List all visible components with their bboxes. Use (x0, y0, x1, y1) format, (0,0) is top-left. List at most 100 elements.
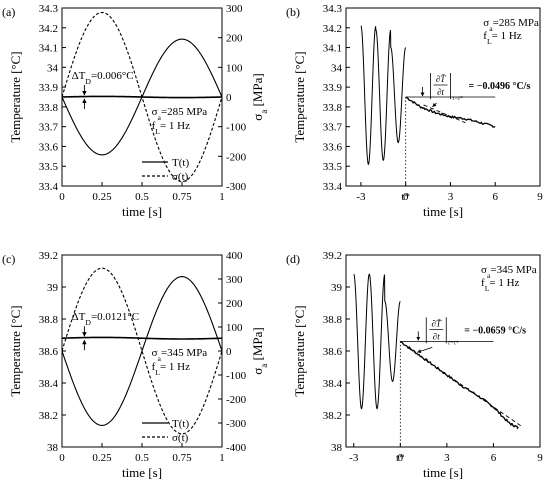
x-tick-label: 0.75 (172, 452, 192, 464)
freq-annotation: fL= 1 Hz (483, 30, 522, 46)
slope-denominator: ∂t (433, 331, 440, 341)
delta-t-annotation: ΔTD=0.0121°C (72, 311, 140, 327)
y-tick-label: 34 (47, 62, 59, 74)
y-tick-label: 33.5 (39, 161, 59, 173)
y2-axis-label: σa [MPa] (250, 73, 269, 121)
panel-label: (a) (2, 5, 15, 19)
y2-tick-label: 0 (226, 92, 232, 104)
y-tick-label: 33.9 (39, 82, 59, 94)
y2-tick-label: -100 (226, 122, 247, 134)
y-tick-label: 34.2 (39, 23, 58, 35)
x-tick-label: 0 (403, 191, 409, 203)
temperature-line (61, 95, 223, 99)
y-tick-label: 33.7 (39, 122, 59, 134)
y-axis-label: Temperature [°C] (292, 305, 307, 396)
slope-evaluation: t=t* (448, 340, 458, 346)
slope-evaluation: t=t* (453, 96, 463, 102)
y-tick-label: 39.2 (39, 250, 58, 262)
slope-arrow (432, 102, 437, 108)
x-tick-label: 0 (59, 191, 65, 203)
x-tick-label: 6 (492, 191, 498, 203)
x-tick-label: 0.5 (135, 191, 149, 203)
y-tick-label: 33.4 (323, 181, 343, 193)
y2-tick-label: -200 (226, 151, 247, 163)
y-tick-label: 34.3 (39, 3, 59, 15)
y-tick-label: 38.4 (39, 378, 59, 390)
slope-numerator: ∂T̄ (436, 74, 446, 84)
y-tick-label: 33.5 (323, 161, 343, 173)
oscillation-curve (360, 25, 407, 166)
y2-tick-label: -300 (226, 181, 247, 193)
panel-label: (d) (286, 252, 300, 266)
panel-label: (c) (2, 252, 15, 266)
temperature-response-curve (61, 350, 143, 426)
decay-curve (405, 96, 496, 128)
y-tick-label: 33.4 (39, 181, 59, 193)
y-tick-label: 33.8 (39, 102, 59, 114)
x-tick-label: 0.5 (135, 452, 149, 464)
temperature-response-curve (61, 96, 143, 156)
y2-tick-label: 100 (226, 62, 243, 74)
legend-label: σ(t) (172, 171, 189, 183)
x-tick-label: 0.25 (92, 191, 112, 203)
y-tick-label: 33.7 (323, 122, 343, 134)
stress-curve (61, 267, 223, 435)
slope-bracket (425, 317, 447, 344)
y-tick-label: 39 (47, 282, 59, 294)
y-tick-label: 39 (331, 282, 343, 294)
x-axis-label: time [s] (122, 465, 162, 480)
tangent-line (407, 347, 522, 427)
y-tick-label: 38.4 (323, 378, 343, 390)
y2-tick-label: 400 (226, 250, 243, 262)
y2-tick-label: 200 (226, 33, 243, 45)
y2-tick-label: -200 (226, 394, 247, 406)
y-tick-label: 34.1 (323, 43, 342, 55)
x-tick-label: 0 (398, 452, 404, 464)
y-tick-label: 38.6 (323, 346, 343, 358)
y-tick-label: 33.6 (323, 141, 343, 153)
y-tick-label: 39.2 (323, 250, 342, 262)
y-tick-label: 38 (331, 442, 343, 454)
temperature-response-curve (141, 38, 223, 98)
delta-t-annotation: ΔTD=0.006°C (72, 70, 134, 86)
t-star-label: t* (396, 452, 405, 464)
temperature-response-curve (141, 276, 223, 352)
y-tick-label: 34.1 (39, 43, 58, 55)
slope-value: = −0.0659 °C/s (464, 325, 526, 336)
y-tick-label: 34.2 (323, 23, 342, 35)
x-axis-label: time [s] (122, 204, 162, 219)
y2-tick-label: -100 (226, 370, 247, 382)
y-tick-label: 34 (331, 62, 343, 74)
y2-tick-label: -400 (226, 442, 247, 454)
y2-tick-label: 300 (226, 274, 243, 286)
stress-annotation: σa=345 MPa (481, 264, 537, 280)
y2-tick-label: 0 (226, 346, 232, 358)
legend-label: T(t) (172, 157, 189, 169)
x-tick-label: 6 (491, 452, 497, 464)
slope-numerator: ∂T̄ (432, 318, 442, 328)
y-tick-label: 38.8 (39, 314, 59, 326)
legend-label: σ(t) (172, 432, 189, 444)
y-tick-label: 38.6 (39, 346, 59, 358)
decay-curve (399, 340, 519, 430)
y-tick-label: 38 (47, 442, 59, 454)
y-tick-label: 38.8 (323, 314, 343, 326)
slope-denominator: ∂t (437, 87, 444, 97)
y2-tick-label: 200 (226, 298, 243, 310)
y-tick-label: 33.9 (323, 82, 343, 94)
y2-tick-label: 300 (226, 3, 243, 15)
y-axis-label: Temperature [°C] (292, 51, 307, 142)
slope-value: = −0.0496 °C/s (469, 81, 531, 92)
oscillation-curve (353, 273, 401, 410)
stress-annotation: σa=285 MPa (152, 106, 208, 122)
y-tick-label: 38.2 (39, 410, 58, 422)
temperature-line (61, 336, 223, 340)
y2-tick-label: -300 (226, 418, 247, 430)
x-axis-label: time [s] (423, 204, 463, 219)
x-tick-label: 3 (448, 191, 454, 203)
plot-frame (345, 7, 541, 187)
legend-label: T(t) (172, 418, 189, 430)
y-tick-label: 34.3 (323, 3, 343, 15)
freq-annotation: fL= 1 Hz (152, 120, 191, 136)
x-tick-label: 0 (59, 452, 65, 464)
